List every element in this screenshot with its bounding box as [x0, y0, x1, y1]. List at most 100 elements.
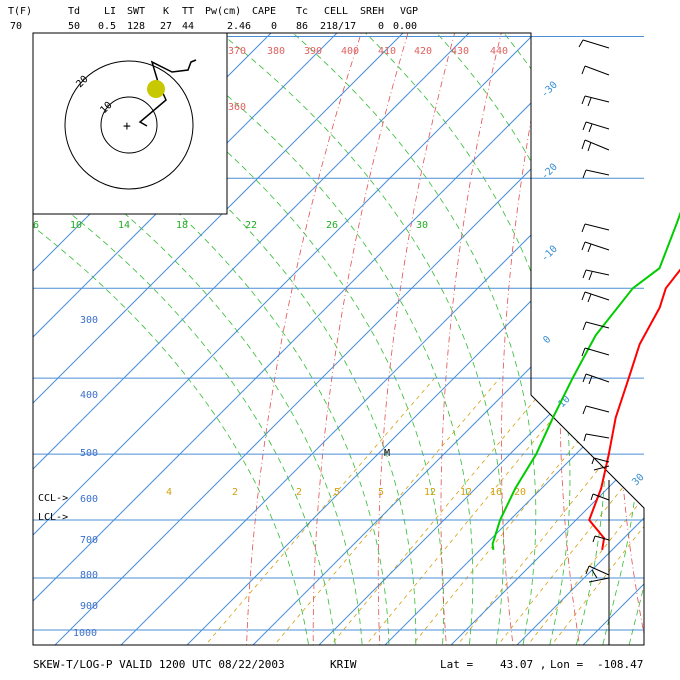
header-value-cape: 0 [271, 21, 277, 32]
footer-station: KRIW [330, 658, 357, 671]
moist-adiabat-label-14: 14 [118, 220, 130, 231]
hodograph: 10 20 + [32, 32, 228, 215]
hodograph-ring-inner [100, 96, 158, 154]
moist-adiabat-line [33, 33, 571, 645]
isotherm-line [65, 33, 644, 645]
mixing-ratio-lines [197, 377, 644, 645]
dewpoint-line [491, 211, 680, 551]
isotherm-line [395, 33, 644, 645]
moist-adiabat-line [106, 33, 606, 645]
footer-lon-label: Lon = [550, 658, 583, 671]
header-label-cell: CELL [324, 6, 348, 17]
wind-barb-16 [591, 457, 610, 471]
mixing-ratio-label-2b: 2 [296, 487, 302, 498]
wind-barb-10 [581, 291, 610, 303]
moist-adiabat-line [33, 33, 474, 645]
mixing-ratio-line [323, 377, 554, 645]
wind-barb-9 [582, 269, 610, 281]
pressure-label-800: 800 [80, 570, 98, 581]
mixing-ratio-label-4: 4 [166, 487, 172, 498]
hodograph-trace [138, 59, 197, 127]
dry-adiabat-line [440, 33, 644, 645]
isotherm-label-30: 30 [630, 472, 646, 488]
pressure-label-600: 600 [80, 494, 98, 505]
dry-adiabat-label-370: 370 [228, 46, 246, 57]
header-value-k: 27 [160, 21, 172, 32]
header-label-tf: T(F) [8, 6, 32, 17]
header-label-pw: Pw(cm) [205, 6, 241, 17]
moist-adiabat-line [33, 33, 537, 645]
wind-barb-1 [578, 39, 610, 49]
moist-adiabat-line [33, 33, 417, 645]
header-label-k: K [163, 6, 169, 17]
isotherm-line [329, 33, 644, 645]
ccl-label: CCL-> [38, 493, 68, 504]
header-label-td: Td [68, 6, 80, 17]
header-value-sreh: 0 [378, 21, 384, 32]
temperature-line [588, 268, 680, 551]
moist-adiabat-line [33, 33, 364, 645]
moist-adiabat-line [300, 33, 644, 645]
dry-adiabat-label-390: 390 [304, 46, 322, 57]
pressure-label-700: 700 [80, 535, 98, 546]
header-value-td: 50 [68, 21, 80, 32]
dry-adiabat-label-440: 440 [490, 46, 508, 57]
wind-barb-5 [581, 139, 610, 152]
header-value-swt: 128 [127, 21, 145, 32]
mixing-ratio-label-5b: 5 [378, 487, 384, 498]
moist-adiabat-line [33, 33, 504, 645]
mixing-ratio-label-12: 12 [460, 487, 472, 498]
isotherm-line [33, 33, 437, 645]
wind-barb-7 [581, 223, 610, 233]
lcl-label: LCL-> [38, 512, 68, 523]
wind-barb-4 [582, 121, 610, 133]
header-label-tc: Tc [296, 6, 308, 17]
header-value-tt: 44 [182, 21, 194, 32]
mixing-ratio-line [358, 377, 587, 645]
dry-adiabat-label-420: 420 [414, 46, 432, 57]
dry-adiabats [245, 0, 680, 654]
dry-adiabat-line [559, 33, 644, 645]
moist-adiabat-label-22: 22 [245, 220, 257, 231]
isotherm-line [461, 33, 644, 645]
dry-adiabat-label-380: 380 [267, 46, 285, 57]
isotherm-line [33, 33, 503, 645]
dry-adiabat-label-400: 400 [341, 46, 359, 57]
wind-barb-2 [581, 65, 610, 76]
plot-frame [32, 32, 645, 646]
isotherm-line [660, 0, 680, 680]
dry-adiabat-line [671, 0, 680, 654]
hodograph-ring-outer [64, 60, 194, 190]
wind-barb-12 [581, 347, 610, 357]
mixing-ratio-line [449, 377, 644, 645]
moist-adiabat-label-30: 30 [416, 220, 428, 231]
isotherm-label-0: 0 [541, 334, 553, 346]
isotherm-line [131, 33, 644, 645]
wind-barb-11 [582, 321, 610, 331]
footer-lat-value: 43.07 , [500, 658, 546, 671]
hodograph-center-plus: + [123, 119, 131, 134]
isotherm-line [33, 33, 371, 645]
mixing-ratio-line [266, 377, 501, 645]
header-value-tc: 86 [296, 21, 308, 32]
header-value-tf: 70 [10, 21, 22, 32]
moist-adiabat-line [33, 33, 337, 645]
footer-lon-value: -108.47 [597, 658, 643, 671]
header-label-cape: CAPE [252, 6, 276, 17]
mixing-ratio-label-16: 16 [490, 487, 502, 498]
mixing-ratio-label-2a: 2 [232, 487, 238, 498]
header-label-vgp: VGP [400, 6, 418, 17]
pressure-label-500: 500 [80, 448, 98, 459]
header-value-cell: 218/17 [320, 21, 356, 32]
moist-adiabat-label-6: 6 [33, 220, 39, 231]
header-label-sreh: SREH [360, 6, 384, 17]
mixing-ratio-line [544, 377, 644, 645]
wind-barb-17 [590, 493, 610, 501]
wind-barbs [578, 39, 610, 583]
wind-barb-13 [582, 373, 610, 385]
footer-title: SKEW-T/LOG-P VALID 1200 UTC 08/22/2003 [33, 658, 285, 671]
isotherm-label-minus30: -30 [539, 80, 560, 101]
dry-adiabat-line [377, 33, 644, 645]
dry-adiabat-line [312, 33, 644, 645]
